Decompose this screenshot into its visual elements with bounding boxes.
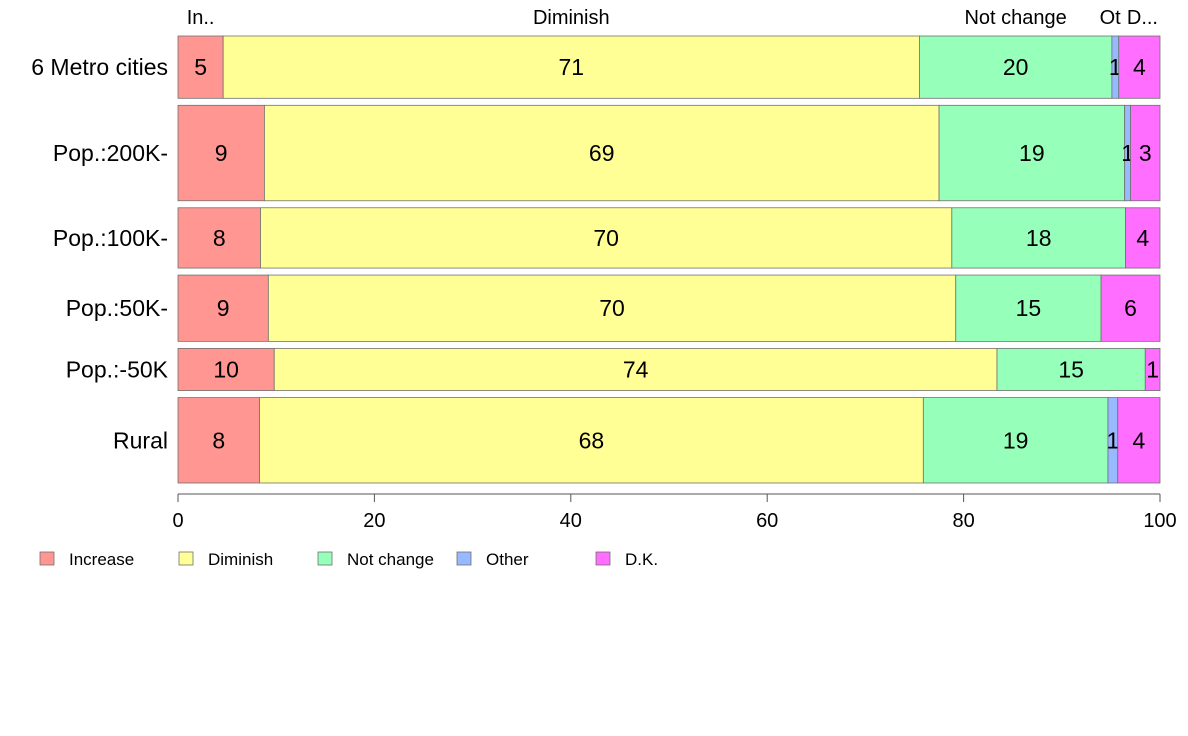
bar-value-label: 4: [1136, 225, 1149, 251]
legend-label: Increase: [69, 550, 134, 569]
bar-segment: [919, 35, 1113, 99]
bar-value-label: 70: [599, 295, 625, 321]
legend-label: Not change: [347, 550, 434, 569]
bar-segment: [177, 347, 275, 391]
bar-segment: [922, 397, 1109, 484]
bar-segment: [273, 347, 998, 391]
bar-value-label: 4: [1133, 54, 1146, 80]
bar-segment: [1144, 347, 1161, 391]
legend-swatch: [178, 551, 194, 566]
row-label: Pop.:-50K: [66, 356, 169, 382]
bar-row: 10 74 15 1: [177, 347, 1161, 391]
legend-item: Increase: [39, 550, 134, 569]
legend-item: D.K.: [595, 550, 658, 569]
bar-value-label: 4: [1132, 427, 1145, 453]
bar-segment: [177, 35, 224, 99]
legend-item: Diminish: [178, 550, 273, 569]
legend-swatch: [317, 551, 333, 566]
bar-value-label: 68: [579, 427, 605, 453]
x-axis: 0 20 40 60 80 100: [172, 493, 1177, 532]
bar-value-label: 15: [1016, 295, 1042, 321]
bar-value-label: 74: [623, 356, 649, 382]
bar-segment: [996, 347, 1146, 391]
bar-segment: [1117, 397, 1161, 484]
top-segment-label: Diminish: [533, 7, 610, 29]
legend-item: Not change: [317, 550, 434, 569]
top-segment-label: D...: [1127, 7, 1158, 29]
x-tick-label: 0: [172, 510, 183, 532]
bar-segment: [951, 207, 1127, 269]
legend: Increase Diminish Not change Other D.K.: [39, 550, 658, 569]
bar-value-label: 19: [1003, 427, 1029, 453]
bar-segment: [222, 35, 920, 99]
bar-value-label: 1: [1146, 356, 1159, 382]
bar-value-label: 19: [1019, 140, 1045, 166]
bar-value-label: 70: [593, 225, 619, 251]
bar-segment: [259, 397, 924, 484]
legend-swatch: [595, 551, 611, 566]
row-label: Rural: [113, 427, 168, 453]
bar-value-label: 3: [1139, 140, 1152, 166]
bar-row: 8 70 18 4: [177, 207, 1161, 269]
bar-segment: [267, 274, 957, 342]
bar-value-label: 1: [1106, 427, 1119, 453]
bars: 5 71 20 1 49 69 19 1 38 70 18 49 70 15 610 74 15 18 68 19 1 4: [177, 35, 1161, 484]
bar-value-label: 6: [1124, 295, 1137, 321]
row-label: Pop.:100K-: [53, 225, 168, 251]
bar-segment: [177, 104, 265, 202]
bar-segment: [177, 397, 260, 484]
top-segment-label: Not change: [964, 7, 1066, 29]
bar-value-label: 5: [194, 54, 207, 80]
bar-segment: [1125, 207, 1161, 269]
bar-segment: [260, 207, 953, 269]
bar-value-label: 69: [589, 140, 615, 166]
bar-segment: [1118, 35, 1161, 99]
row-label: Pop.:200K-: [53, 140, 168, 166]
top-segment-label: Ot: [1100, 7, 1122, 29]
bar-value-label: 8: [213, 225, 226, 251]
row-label: 6 Metro cities: [31, 54, 168, 80]
bar-row: 8 68 19 1 4: [177, 397, 1161, 484]
legend-item: Other: [456, 550, 529, 569]
x-tick-label: 100: [1143, 510, 1176, 532]
top-segment-labels: In.. Diminish Not change Ot D...: [187, 7, 1158, 29]
x-tick-label: 80: [952, 510, 974, 532]
x-tick-label: 20: [363, 510, 385, 532]
x-tick-label: 40: [560, 510, 582, 532]
bar-value-label: 71: [558, 54, 584, 80]
row-labels: 6 Metro cities Pop.:200K- Pop.:100K- Pop.:5…: [31, 54, 168, 453]
bar-segment: [1100, 274, 1161, 342]
bar-row: 9 69 19 1 3: [177, 104, 1161, 202]
top-segment-label: In..: [187, 7, 215, 29]
bar-value-label: 9: [217, 295, 230, 321]
x-tick-label: 60: [756, 510, 778, 532]
bar-value-label: 10: [213, 356, 239, 382]
row-label: Pop.:50K-: [66, 295, 168, 321]
legend-label: Diminish: [208, 550, 273, 569]
bar-value-label: 18: [1026, 225, 1052, 251]
bar-value-label: 9: [215, 140, 228, 166]
legend-label: D.K.: [625, 550, 658, 569]
bar-value-label: 20: [1003, 54, 1029, 80]
bar-segment: [938, 104, 1126, 202]
bar-row: 9 70 15 6: [177, 274, 1161, 342]
legend-swatch: [39, 551, 55, 566]
bar-segment: [177, 274, 269, 342]
bar-row: 5 71 20 1 4: [177, 35, 1161, 99]
bar-segment: [264, 104, 940, 202]
bar-segment: [1130, 104, 1161, 202]
legend-swatch: [456, 551, 472, 566]
legend-label: Other: [486, 550, 529, 569]
bar-segment: [955, 274, 1102, 342]
bar-value-label: 15: [1058, 356, 1084, 382]
bar-value-label: 8: [212, 427, 225, 453]
